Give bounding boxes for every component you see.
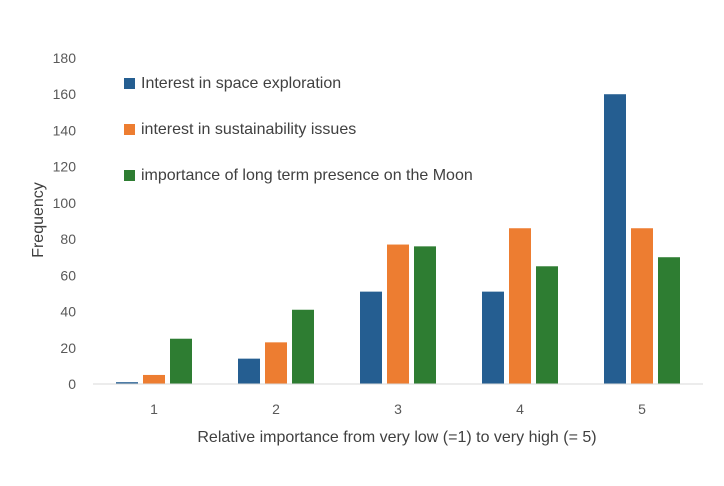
bar bbox=[116, 382, 138, 384]
y-tick-label: 100 bbox=[53, 195, 77, 211]
legend-swatch bbox=[124, 170, 135, 181]
bar bbox=[265, 342, 287, 384]
x-tick-label: 1 bbox=[150, 401, 158, 417]
x-axis-ticks: 1 2 3 4 5 bbox=[150, 401, 646, 417]
y-tick-label: 180 bbox=[53, 50, 77, 66]
bar bbox=[631, 228, 653, 384]
bars bbox=[116, 94, 680, 384]
legend-label: importance of long term presence on the … bbox=[141, 167, 473, 184]
bar bbox=[360, 291, 382, 384]
y-tick-label: 160 bbox=[53, 86, 77, 102]
bar bbox=[509, 228, 531, 384]
legend-swatch bbox=[124, 124, 135, 135]
y-tick-label: 60 bbox=[60, 267, 76, 283]
bar bbox=[536, 266, 558, 384]
y-tick-label: 40 bbox=[60, 304, 76, 320]
bar bbox=[482, 291, 504, 384]
y-tick-label: 20 bbox=[60, 340, 76, 356]
legend-label: interest in sustainability issues bbox=[141, 121, 356, 138]
bar bbox=[658, 257, 680, 384]
legend-label: Interest in space exploration bbox=[141, 75, 341, 92]
y-tick-label: 120 bbox=[53, 159, 77, 175]
bar bbox=[238, 358, 260, 384]
bar bbox=[292, 309, 314, 384]
legend-swatch bbox=[124, 78, 135, 89]
y-tick-label: 80 bbox=[60, 231, 76, 247]
x-tick-label: 4 bbox=[516, 401, 524, 417]
x-axis-title: Relative importance from very low (=1) t… bbox=[197, 429, 596, 446]
y-tick-label: 0 bbox=[68, 376, 76, 392]
bar bbox=[143, 374, 165, 384]
y-axis-title: Frequency bbox=[30, 182, 47, 258]
legend: Interest in space exploration interest in… bbox=[124, 75, 473, 184]
x-tick-label: 2 bbox=[272, 401, 280, 417]
bar bbox=[387, 244, 409, 384]
bar bbox=[170, 338, 192, 384]
x-tick-label: 3 bbox=[394, 401, 402, 417]
bar bbox=[604, 94, 626, 384]
bar bbox=[414, 246, 436, 384]
y-tick-label: 140 bbox=[53, 122, 77, 138]
x-tick-label: 5 bbox=[638, 401, 646, 417]
y-axis-ticks: 0 20 40 60 80 100 120 140 160 180 bbox=[53, 50, 77, 392]
